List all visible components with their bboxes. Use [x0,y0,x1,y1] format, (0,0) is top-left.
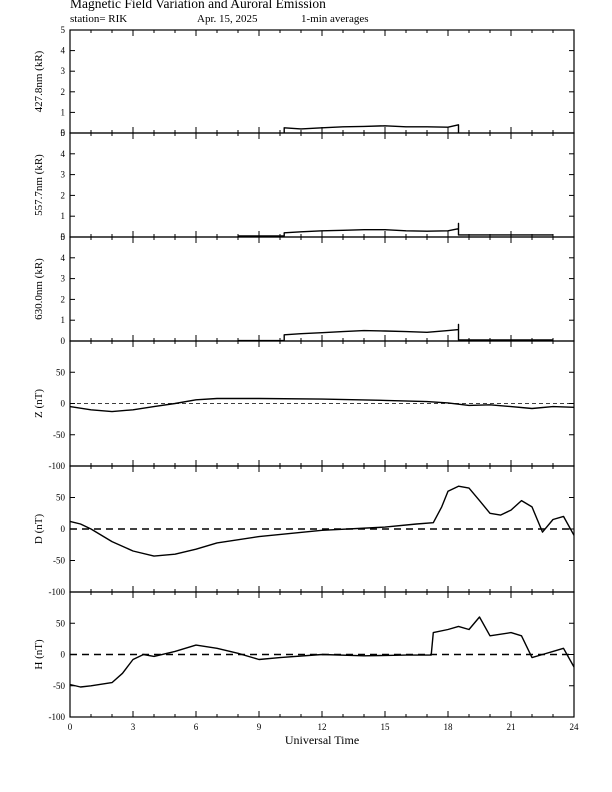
y-tick-label: 50 [56,493,66,503]
panel-frame [69,236,575,342]
y-tick-label: -50 [53,430,65,440]
y-tick-label: 4 [61,46,66,56]
x-axis-label: Universal Time [285,733,359,747]
y-tick-label: -100 [49,461,66,471]
x-tick-label: 15 [381,722,391,732]
y-tick-label: 0 [61,399,66,409]
y-tick-label: 4 [61,149,66,159]
x-tick-label: 12 [318,722,327,732]
x-tick-label: 24 [570,722,580,732]
x-tick-label: 18 [444,722,454,732]
y-tick-label: 50 [56,618,66,628]
x-tick-label: 6 [194,722,199,732]
x-tick-label: 3 [131,722,136,732]
y-tick-label: 5 [61,232,66,242]
y-tick-label: 1 [61,211,66,221]
x-tick-label: 0 [68,722,73,732]
panel-frame [69,132,575,238]
panel-2: 0 1 2 3 4 5 557.7nm (kR) [33,128,575,242]
y-tick-label: 2 [61,190,66,200]
panel-6: -100 -50 0 50 H (nT) 0 3 6 9 12 15 18 21 24 Universal … [33,591,580,747]
y-axis-label: H (nT) [33,639,45,670]
panel-1: 0 1 2 3 4 5 427.8nm (kR) [33,25,575,138]
y-tick-label: -100 [49,587,66,597]
y-tick-label: 2 [61,87,66,97]
y-tick-label: 3 [61,170,66,180]
averaging-label: 1-min averages [301,13,369,25]
y-tick-label: 2 [61,294,66,304]
panel-5: -100 -50 0 50 D (nT) [33,465,575,597]
y-tick-label: 5 [61,128,66,138]
y-axis-label: 427.8nm (kR) [33,50,45,112]
series-line [283,124,460,133]
series-line [238,323,553,342]
y-tick-label: 0 [61,650,66,660]
x-tick-label: 9 [257,722,262,732]
panel-3: 0 1 2 3 4 5 630.0nm (kR) [33,232,575,346]
y-tick-label: 0 [61,128,66,138]
x-tick-label: 21 [507,722,516,732]
y-tick-label: 0 [61,336,66,346]
station-label: station= RIK [70,13,128,25]
y-tick-label: 3 [61,66,66,76]
y-tick-label: 5 [61,25,66,35]
series-line [69,397,575,413]
chart-title: Magnetic Field Variation and Auroral Emi… [70,0,326,11]
series-line [69,485,575,557]
y-tick-label: 1 [61,315,66,325]
y-tick-label: 4 [61,253,66,263]
date-label: Apr. 15, 2025 [197,13,258,25]
panel-frame [69,29,575,134]
y-axis-label: 630.0nm (kR) [33,258,45,320]
y-tick-label: -50 [53,556,65,566]
y-tick-label: -50 [53,681,65,691]
y-tick-label: 50 [56,367,66,377]
y-tick-label: 0 [61,232,66,242]
series-line [238,222,553,237]
panel-4: -100 -50 0 50 Z (nT) [33,340,575,471]
y-axis-label: D (nT) [33,514,45,545]
y-axis-label: 557.7nm (kR) [33,154,45,216]
y-tick-label: 0 [61,524,66,534]
y-tick-label: 3 [61,274,66,284]
series-line [69,616,575,688]
y-tick-label: -100 [49,712,66,722]
y-axis-label: Z (nT) [33,389,45,418]
y-tick-label: 1 [61,107,66,117]
